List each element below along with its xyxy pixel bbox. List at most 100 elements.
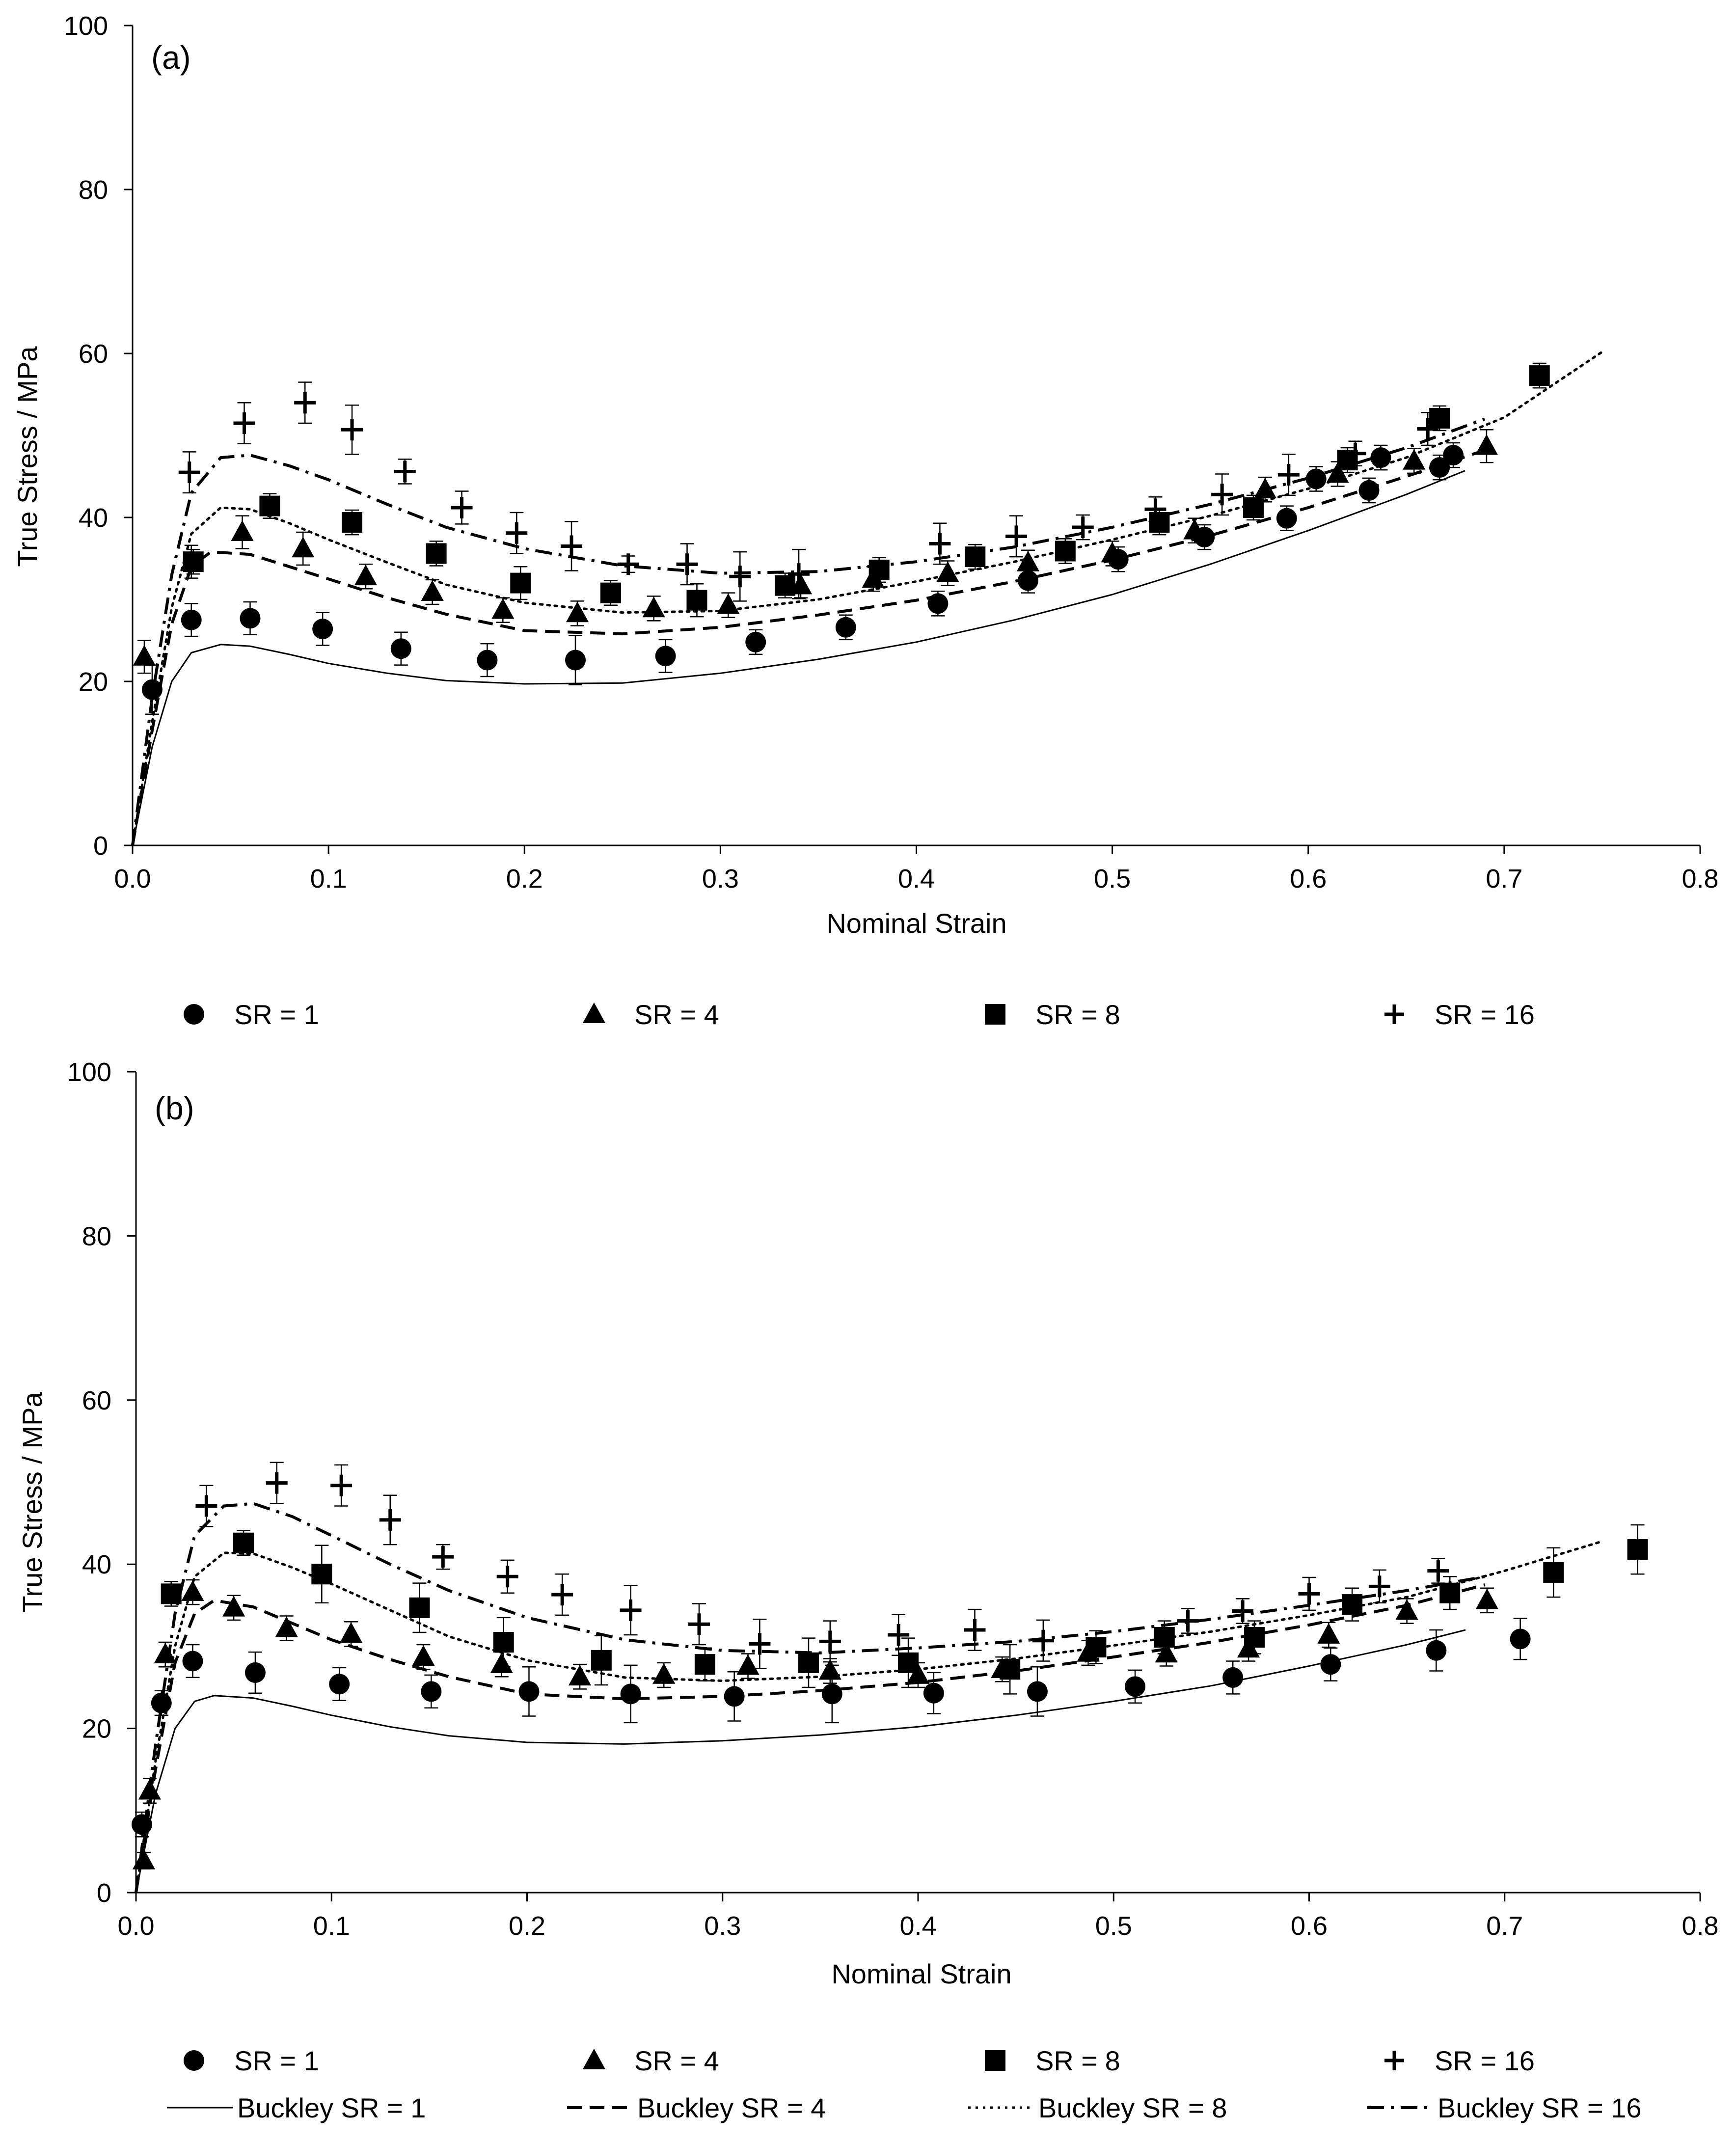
legend-item: SR = 1 xyxy=(184,999,319,1030)
data-point xyxy=(600,582,621,603)
data-point xyxy=(181,1580,204,1601)
data-point xyxy=(412,1645,435,1666)
data-point xyxy=(244,1662,266,1683)
series-sr-16 xyxy=(178,381,1439,602)
data-point xyxy=(275,1616,298,1637)
x-tick-label: 0.4 xyxy=(899,1911,936,1941)
data-point xyxy=(292,537,315,558)
data-point xyxy=(1510,1628,1531,1650)
data-point xyxy=(496,1566,518,1588)
data-point xyxy=(1529,365,1550,386)
x-tick-label: 0.6 xyxy=(1290,864,1327,894)
data-point xyxy=(1475,434,1498,455)
series-line-buckley-sr-1 xyxy=(135,1629,1466,1893)
x-tick-label: 0.8 xyxy=(1682,864,1718,894)
data-point xyxy=(354,565,378,586)
data-point xyxy=(1177,1610,1199,1632)
data-point xyxy=(1055,541,1076,562)
data-point xyxy=(138,1779,161,1800)
data-point xyxy=(729,566,751,588)
data-point xyxy=(1298,1583,1320,1605)
y-axis-title-a: True Stress / MPa xyxy=(12,346,43,567)
legend-label: SR = 4 xyxy=(634,2045,719,2076)
data-point xyxy=(906,1663,930,1684)
data-point xyxy=(231,520,254,541)
data-point xyxy=(1211,484,1233,506)
data-point xyxy=(1475,1588,1499,1609)
legend-item: SR = 1 xyxy=(184,2045,319,2076)
y-tick-label: 0 xyxy=(93,831,108,861)
series-sr-1 xyxy=(141,442,1464,715)
plot-area-a: 0 20 40 60 80 100 0.0 0.1 0.2 0.3 0.4 0.5 0.6 0.7 0.8 xyxy=(64,11,1719,894)
data-point xyxy=(421,580,444,601)
data-point xyxy=(181,609,202,630)
data-point xyxy=(1232,1600,1254,1622)
legend-label: SR = 1 xyxy=(234,999,319,1030)
data-point xyxy=(1154,1627,1175,1648)
data-point xyxy=(426,543,447,564)
x-tick-label: 0.4 xyxy=(898,864,935,894)
data-point xyxy=(312,619,333,640)
data-point xyxy=(451,496,473,518)
data-point xyxy=(1317,1623,1340,1644)
data-point xyxy=(1183,518,1206,540)
data-point xyxy=(394,461,416,483)
legend-marker-square xyxy=(985,2050,1005,2071)
data-point xyxy=(617,553,639,575)
data-point xyxy=(233,412,255,434)
series-sr-4 xyxy=(133,429,1498,674)
data-point xyxy=(717,593,740,614)
data-point xyxy=(798,1652,819,1673)
data-point xyxy=(591,1650,612,1671)
data-point xyxy=(183,551,204,572)
data-point xyxy=(1072,516,1094,539)
data-point xyxy=(294,392,316,414)
data-point xyxy=(131,1814,152,1835)
data-point xyxy=(154,1642,177,1663)
data-point xyxy=(311,1564,332,1585)
data-point xyxy=(240,608,261,629)
y-tick-label: 100 xyxy=(64,11,108,41)
x-tick-label: 0.3 xyxy=(702,864,739,894)
legend-item: SR = 16 xyxy=(1384,999,1535,1030)
data-point xyxy=(561,535,583,557)
series-sr-1 xyxy=(131,1618,1531,1838)
x-tick-label: 0.6 xyxy=(1291,1911,1328,1941)
data-point xyxy=(493,1632,514,1653)
legend-item: Buckley SR = 16 xyxy=(1367,2092,1642,2123)
data-point xyxy=(1253,478,1277,499)
data-point xyxy=(222,1596,245,1617)
x-tick-label: 0.2 xyxy=(506,864,543,894)
data-point xyxy=(745,631,766,652)
legend-item: SR = 4 xyxy=(582,999,719,1030)
data-point xyxy=(1426,1640,1447,1661)
data-point xyxy=(1277,464,1300,486)
legend-marker-plus xyxy=(1384,2051,1404,2070)
data-point xyxy=(1149,512,1170,533)
data-point xyxy=(1427,1560,1449,1582)
data-point xyxy=(736,1654,760,1675)
data-point xyxy=(490,1653,513,1674)
plot-area-b: 0 20 40 60 80 100 0.0 0.1 0.2 0.3 0.4 0.5 0.6 0.7 0.8 xyxy=(67,1057,1719,1941)
data-point xyxy=(724,1686,745,1707)
data-point xyxy=(233,1532,254,1553)
data-point xyxy=(819,1630,841,1653)
data-point xyxy=(1016,550,1040,571)
data-point xyxy=(1000,1659,1021,1680)
data-point xyxy=(1403,449,1426,470)
y-tick-label: 100 xyxy=(67,1057,111,1087)
x-axis-title-b: Nominal Strain xyxy=(831,1958,1011,1989)
data-point xyxy=(432,1546,454,1568)
y-tick-label: 60 xyxy=(79,339,108,369)
data-point xyxy=(1429,407,1450,429)
series-line-buckley-sr-16 xyxy=(131,417,1486,846)
data-point xyxy=(266,1472,288,1494)
x-tick-label: 0.1 xyxy=(313,1911,350,1941)
data-point xyxy=(1085,1637,1107,1658)
data-point xyxy=(151,1692,172,1713)
data-point xyxy=(936,561,959,582)
x-tick-label: 0.2 xyxy=(509,1911,545,1941)
data-point xyxy=(1443,445,1464,466)
data-point xyxy=(868,559,890,580)
legend-label: Buckley SR = 16 xyxy=(1438,2092,1642,2123)
